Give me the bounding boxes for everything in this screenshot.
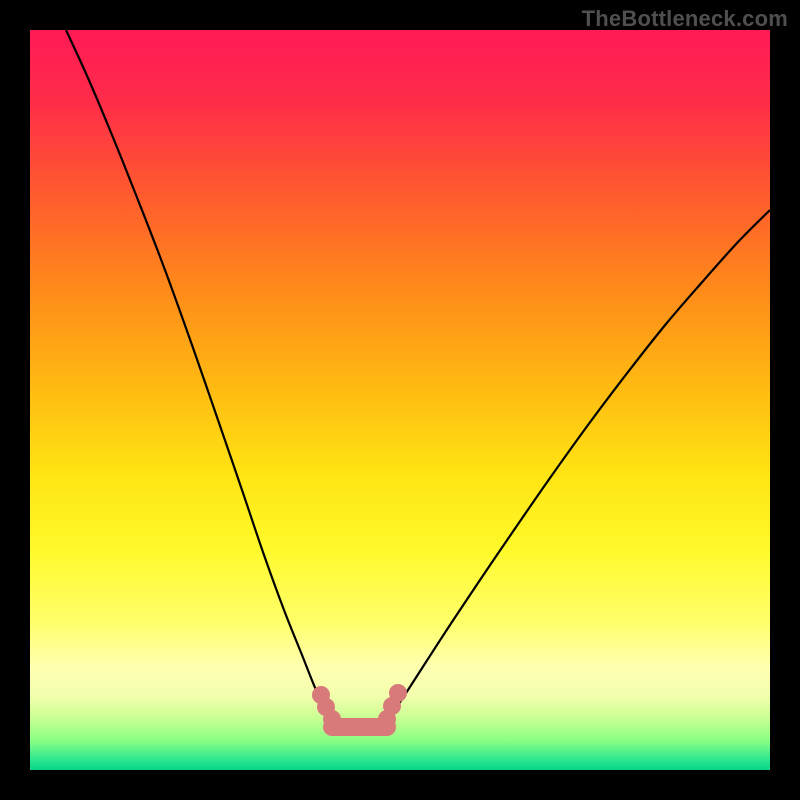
watermark-text: TheBottleneck.com <box>582 6 788 32</box>
marker-dot-right-0 <box>378 710 396 728</box>
marker-dot-left-0 <box>323 710 341 728</box>
marker-dot-right-1 <box>383 697 401 715</box>
chart-svg <box>0 0 800 800</box>
plot-background <box>30 30 770 770</box>
marker-dot-right-2 <box>389 684 407 702</box>
marker-dot-left-2 <box>312 686 330 704</box>
chart-root: TheBottleneck.com <box>0 0 800 800</box>
curve-group <box>66 30 770 724</box>
marker-dot-left-1 <box>317 698 335 716</box>
curve-right-branch <box>386 210 770 724</box>
marker-group <box>312 684 407 728</box>
curve-left-branch <box>66 30 334 724</box>
